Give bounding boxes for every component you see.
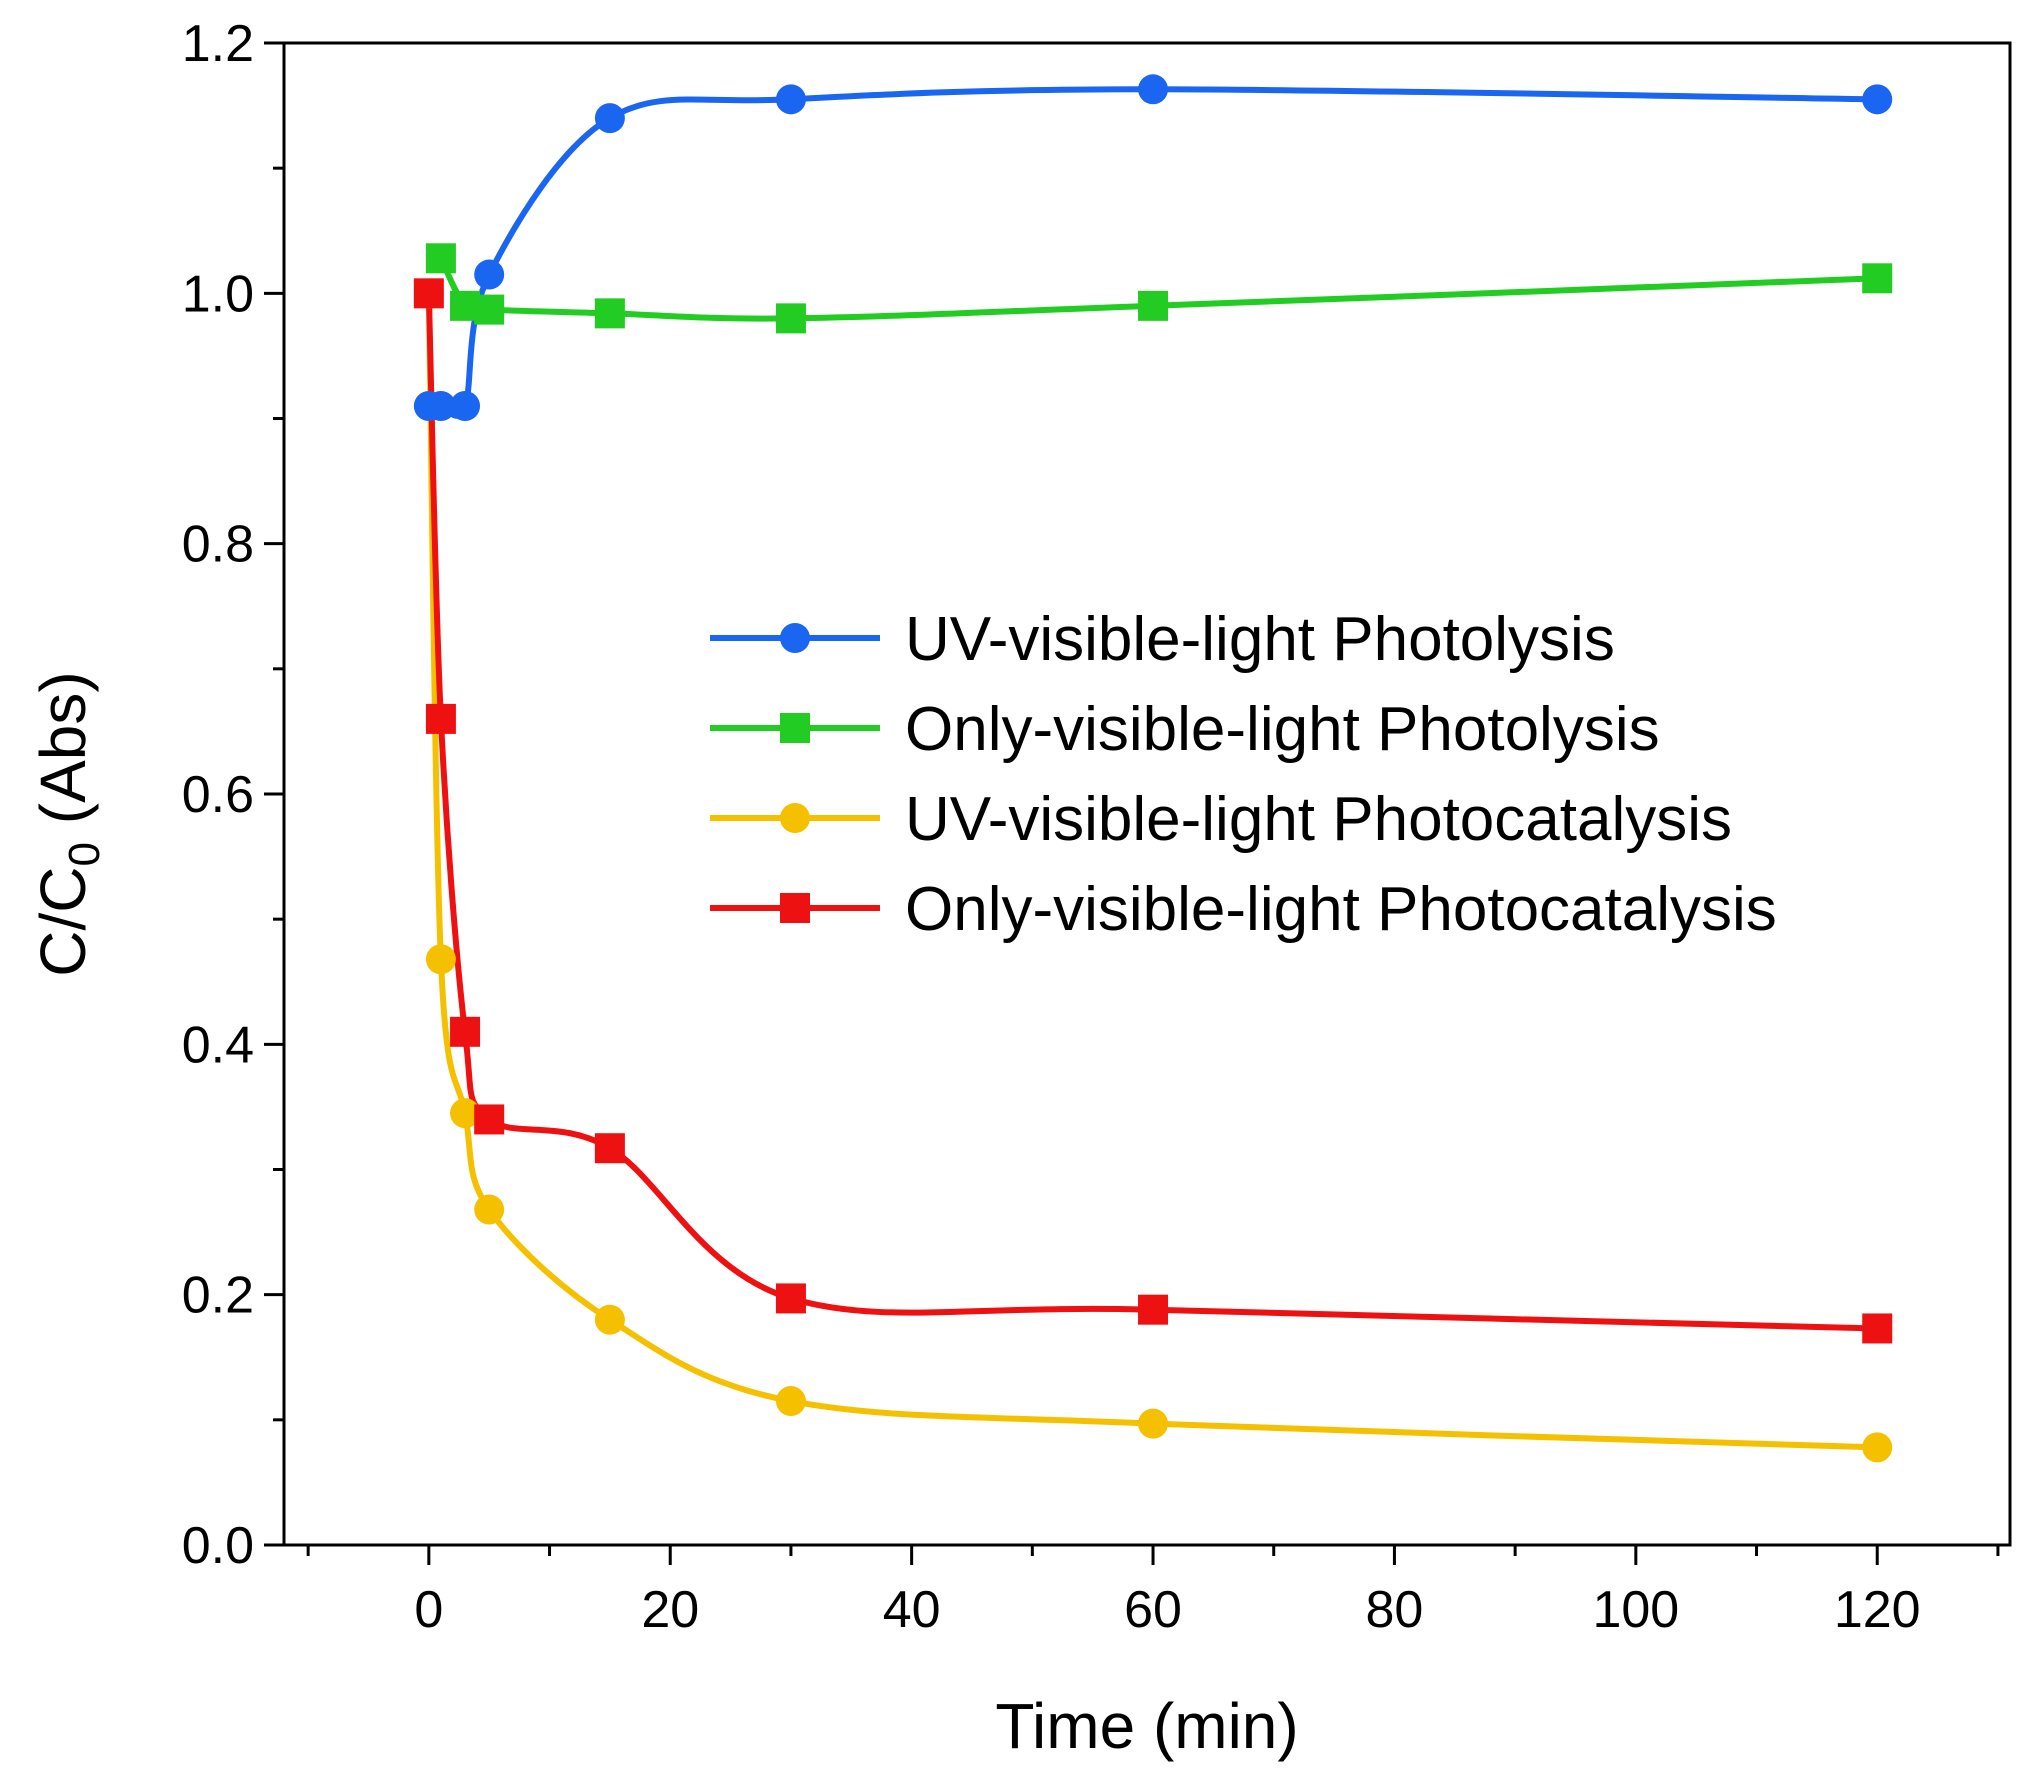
data-point [1862, 1432, 1893, 1463]
data-point [474, 259, 505, 290]
x-tick-label: 60 [1124, 1581, 1182, 1639]
y-axis-title: C/C0 (Abs) [27, 671, 109, 976]
data-point [474, 1194, 505, 1225]
x-tick-label: 80 [1366, 1581, 1424, 1639]
series-line-3 [425, 293, 1878, 1451]
y-tick-label: 0.6 [182, 766, 254, 824]
data-point [1862, 1313, 1893, 1344]
data-point [425, 243, 456, 274]
legend-marker [780, 893, 810, 923]
x-axis: 0 20 40 60 80 100 120 [306, 1545, 2000, 1639]
x-axis-title: Time (min) [995, 1690, 1298, 1762]
x-tick-label: 20 [641, 1581, 699, 1639]
y-tick-label: 1.0 [182, 265, 254, 323]
data-point [775, 1386, 806, 1417]
legend-label: Only-visible-light Photolysis [905, 695, 1660, 764]
y-tick-label: 0.8 [182, 516, 254, 574]
data-point [425, 390, 456, 421]
y-axis-title-main: C/C [27, 866, 99, 976]
data-point [425, 703, 456, 734]
data-point [775, 84, 806, 115]
y-tick-label: 0.2 [182, 1267, 254, 1325]
data-point [450, 1098, 481, 1129]
x-tick-label: 40 [883, 1581, 941, 1639]
legend-marker [780, 803, 810, 833]
data-point [1862, 84, 1893, 115]
data-point [594, 298, 625, 329]
legend-label: UV-visible-light Photolysis [905, 605, 1615, 674]
y-tick-label: 0.4 [182, 1016, 254, 1074]
data-point [474, 1104, 505, 1135]
data-point [450, 1016, 481, 1047]
legend-marker [780, 713, 810, 743]
data-point [775, 1283, 806, 1314]
data-point [450, 390, 481, 421]
x-tick-label: 100 [1592, 1581, 1679, 1639]
legend: UV-visible-light Photolysis Only-visible-… [710, 605, 1777, 944]
data-point [594, 1133, 625, 1164]
data-point [1138, 1408, 1169, 1439]
legend-label: UV-visible-light Photocatalysis [905, 785, 1732, 854]
y-axis-title-suffix: (Abs) [27, 671, 99, 842]
x-tick-label: 0 [414, 1581, 443, 1639]
y-axis-title-subscript: 0 [60, 842, 109, 866]
y-axis: 0.0 0.2 0.4 0.6 0.8 1.0 1.2 [182, 15, 284, 1575]
data-point [775, 303, 806, 334]
data-point [1138, 74, 1169, 105]
legend-label: Only-visible-light Photocatalysis [905, 875, 1777, 944]
legend-marker [780, 623, 810, 653]
data-point [1138, 290, 1169, 321]
y-tick-label: 0.0 [182, 1517, 254, 1575]
series-markers [413, 74, 1893, 1463]
data-point [594, 103, 625, 134]
data-point [474, 294, 505, 325]
x-tick-label: 120 [1834, 1581, 1921, 1639]
data-point [594, 1304, 625, 1335]
data-point [1138, 1294, 1169, 1325]
data-point [425, 944, 456, 975]
y-tick-label: 1.2 [182, 15, 254, 73]
data-point [1862, 263, 1893, 294]
data-point [413, 278, 444, 309]
